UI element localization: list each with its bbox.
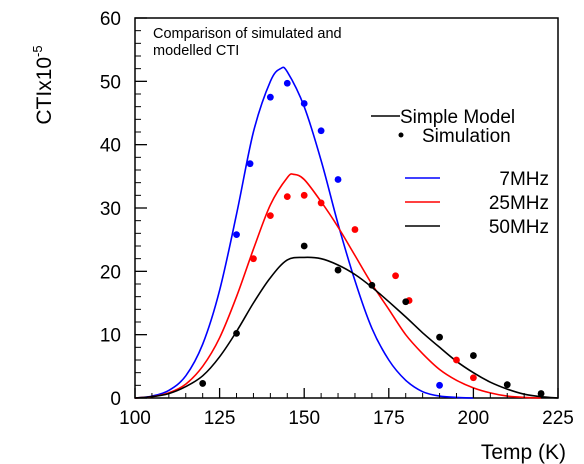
model-curve-7mhz — [134, 66, 474, 399]
simulation-point-50mhz — [436, 333, 443, 341]
y-axis-label-exponent: -5 — [30, 45, 45, 57]
simulation-point-7mhz — [283, 79, 291, 87]
y-tick-label: 30 — [100, 199, 121, 220]
legend-50mhz: 50MHz — [489, 217, 549, 238]
x-tick-label: 125 — [204, 408, 236, 429]
simulation-point-25mhz — [351, 226, 359, 233]
x-tick-label: 200 — [458, 408, 490, 429]
x-tick-label: 100 — [119, 408, 151, 429]
model-curve-25mhz — [134, 173, 542, 399]
simulation-point-7mhz — [266, 93, 274, 101]
chart-title-line-1: Comparison of simulated and — [153, 26, 342, 42]
x-tick-label: 175 — [373, 408, 405, 429]
simulation-point-7mhz — [233, 231, 240, 239]
simulation-point-7mhz — [300, 100, 308, 107]
x-tick-label: 150 — [288, 408, 320, 429]
y-tick-label: 10 — [100, 326, 121, 347]
simulation-point-50mhz — [368, 281, 376, 289]
axes: 100 125 150 175 200 225 0 10 20 30 40 50 60 — [100, 9, 574, 429]
legend-25mhz: 25MHz — [489, 193, 549, 214]
y-tick-label: 60 — [100, 9, 121, 30]
simulation-point-25mhz — [317, 199, 325, 207]
simulation-point-50mhz — [199, 380, 207, 387]
y-tick-label: 20 — [100, 262, 121, 283]
simulation-point-50mhz — [470, 352, 477, 359]
simulation-point-7mhz — [317, 127, 325, 135]
simulation-point-25mhz — [453, 356, 460, 364]
simulation-point-25mhz — [300, 191, 308, 199]
simulation-point-50mhz — [300, 242, 308, 250]
x-axis-label: Temp (K) — [481, 441, 566, 464]
simulation-point-50mhz — [334, 266, 342, 274]
simulation-point-50mhz — [233, 330, 240, 337]
legend-simulation: Simulation — [422, 126, 511, 147]
y-tick-label: 40 — [100, 136, 121, 157]
model-curves — [134, 66, 559, 399]
model-curve-50mhz — [134, 256, 559, 399]
simulation-point-7mhz — [246, 160, 254, 168]
simulation-point-50mhz — [503, 381, 511, 389]
simulation-point-25mhz — [250, 255, 257, 263]
x-tick-label: 225 — [542, 408, 574, 429]
legend-simple-model: Simple Model — [400, 107, 515, 128]
y-tick-label: 50 — [100, 72, 121, 93]
y-tick-label: 0 — [110, 389, 121, 410]
simulation-point-25mhz — [392, 272, 399, 280]
simulation-point-25mhz — [283, 193, 291, 201]
y-axis-label-group: CTIx10-5 — [30, 45, 56, 124]
simulation-points — [199, 79, 545, 397]
simulation-point-50mhz — [402, 298, 410, 306]
simulation-point-25mhz — [266, 212, 274, 220]
legend-simulation-dot-symbol — [398, 132, 404, 138]
simulation-point-7mhz — [334, 176, 342, 183]
chart-title-line-2: modelled CTI — [153, 43, 239, 59]
y-axis-label: CTIx10-5 — [30, 45, 56, 124]
simulation-point-25mhz — [470, 374, 477, 382]
y-axis-label-text: CTIx10 — [33, 57, 56, 125]
simulation-point-7mhz — [436, 381, 443, 389]
legend: Simple Model Simulation 7MHz 25MHz 50MHz — [371, 107, 549, 238]
legend-7mhz: 7MHz — [499, 169, 549, 190]
